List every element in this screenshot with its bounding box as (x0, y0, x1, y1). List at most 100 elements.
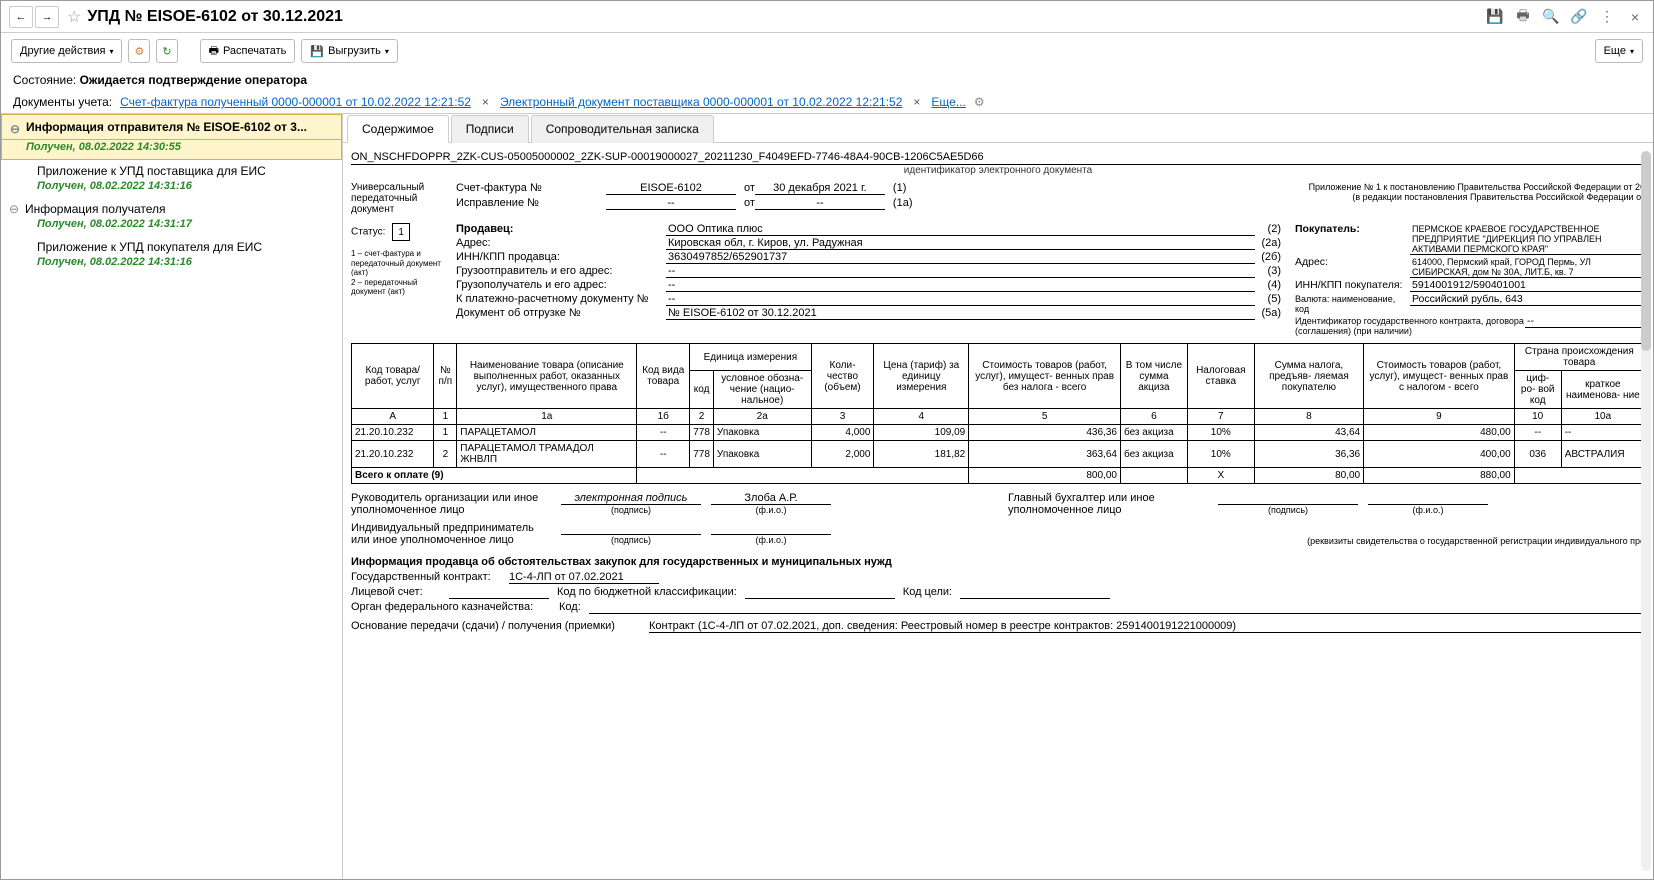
refresh-icon: ↻ (162, 45, 171, 58)
doc-link-2[interactable]: Электронный документ поставщика 0000-000… (500, 95, 902, 109)
sig-fio: Злоба А.Р. (711, 492, 831, 505)
gov-id-label: Идентификатор государственного контракта… (1295, 316, 1525, 336)
remove-link-2[interactable]: × (910, 95, 923, 109)
shipper: -- (666, 265, 1255, 278)
doc-more-link[interactable]: Еще... (931, 95, 965, 109)
cell-kind: -- (637, 425, 690, 441)
search-icon[interactable]: 🔍 (1541, 7, 1561, 27)
tree-group-2[interactable]: Информация получателя (1, 198, 342, 218)
n3: (3) (1255, 265, 1285, 277)
gov-basis: Контракт (1С-4-ЛП от 07.02.2021, доп. св… (649, 620, 1645, 633)
seller-inn: 3630497852/652901737 (666, 251, 1255, 264)
ip-sig-cap: (подпись) (561, 535, 701, 545)
gov-target-label: Код цели: (903, 586, 952, 598)
print-button[interactable]: 🖶 Распечатать (200, 39, 296, 63)
cell-total: 400,00 (1364, 441, 1515, 468)
corr-date-label: от (744, 197, 755, 209)
tree-group-2-status: Получен, 08.02.2022 14:31:17 (1, 218, 342, 236)
sig-text: электронная подпись (561, 492, 701, 505)
ip-fio-cap: (ф.и.о.) (711, 535, 831, 545)
col-label: 2а (713, 409, 811, 425)
export-button[interactable]: 💾 Выгрузить ▾ (301, 39, 397, 63)
tree-root[interactable]: Информация отправителя № EISOE-6102 от 3… (1, 114, 342, 140)
tab-cover-note[interactable]: Сопроводительная записка (531, 115, 714, 143)
link-icon[interactable]: 🔗 (1569, 7, 1589, 27)
seller-addr: Кировская обл, г. Киров, ул. Радужная (666, 237, 1255, 250)
document-area: ON_NSCHFDOPPR_2ZK-CUS-05005000002_2ZK-SU… (343, 143, 1653, 879)
th-code: Код товара/ работ, услуг (352, 344, 434, 409)
buyer-addr-label: Адрес: (1295, 256, 1410, 268)
n2: (2) (1255, 223, 1285, 235)
col-label: 6 (1120, 409, 1187, 425)
gear-icon[interactable]: ⚙ (974, 95, 985, 109)
th-country: Страна происхождения товара (1514, 344, 1644, 371)
cell-ccode: 036 (1514, 441, 1561, 468)
ip-label: Индивидуальный предприниматель или иное … (351, 522, 551, 546)
cell-kind: -- (637, 441, 690, 468)
payment-label: К платежно-расчетному документу № (456, 293, 666, 305)
gov-budget-label: Код по бюджетной классификации: (557, 586, 737, 598)
buyer-label: Покупатель: (1295, 223, 1410, 235)
buyer-inn-label: ИНН/КПП покупателя: (1295, 279, 1410, 291)
th-kind: Код вида товара (637, 344, 690, 409)
col-label: 3 (811, 409, 874, 425)
nav-back[interactable]: ← (9, 6, 33, 28)
acc-sig-cap: (подпись) (1218, 505, 1358, 515)
currency-label: Валюта: наименование, код (1295, 294, 1410, 314)
tree-icon-button[interactable]: ⚙ (128, 39, 150, 63)
gov-id: -- (1525, 315, 1645, 328)
total-sum: 880,00 (1364, 468, 1515, 484)
scrollbar[interactable] (1641, 151, 1651, 871)
correction-num: -- (606, 197, 736, 210)
sidebar-tree: Информация отправителя № EISOE-6102 от 3… (1, 114, 343, 879)
invoice-num-label: Счет-фактура № (456, 182, 606, 194)
th-total: Стоимость товаров (работ, услуг), имущес… (1364, 344, 1515, 409)
favorite-star-icon[interactable]: ☆ (67, 7, 81, 27)
cell-price: 109,09 (874, 425, 969, 441)
print-icon[interactable]: 🖶 (1513, 7, 1533, 27)
tab-signatures[interactable]: Подписи (451, 115, 529, 143)
scroll-thumb[interactable] (1641, 151, 1651, 351)
tree-item-1[interactable]: Приложение к УПД поставщика для ЕИС (1, 160, 342, 180)
cell-code: 21.20.10.232 (352, 425, 434, 441)
cell-price: 181,82 (874, 441, 969, 468)
th-unit: Единица измерения (690, 344, 811, 371)
total-x: X (1187, 468, 1254, 484)
menu-icon[interactable]: ⋮ (1597, 7, 1617, 27)
col-label: 7 (1187, 409, 1254, 425)
tab-content[interactable]: Содержимое (347, 115, 449, 143)
cell-uname: Упаковка (713, 425, 811, 441)
tree-item-3[interactable]: Приложение к УПД покупателя для ЕИС (1, 236, 342, 256)
doc-link-1[interactable]: Счет-фактура полученный 0000-000001 от 1… (120, 95, 471, 109)
col-label: 10а (1561, 409, 1644, 425)
cell-name: ПАРАЦЕТАМОЛ (457, 425, 637, 441)
table-row: 21.20.10.2322ПАРАЦЕТАМОЛ ТРАМАДОЛ ЖНВЛП-… (352, 441, 1645, 468)
tree-item-1-status: Получен, 08.02.2022 14:31:16 (1, 180, 342, 198)
cell-excise: без акциза (1120, 441, 1187, 468)
th-rate: Налоговая ставка (1187, 344, 1254, 409)
doc-identifier-label: идентификатор электронного документа (351, 165, 1645, 176)
currency: Российский рубль, 643 (1410, 293, 1645, 306)
invoice-num: EISOE-6102 (606, 182, 736, 195)
close-icon[interactable]: × (1625, 7, 1645, 27)
cell-tax: 36,36 (1254, 441, 1363, 468)
refresh-button[interactable]: ↻ (156, 39, 177, 63)
th-cname: краткое наименова- ние (1561, 371, 1644, 409)
date-label: от (744, 182, 755, 194)
remove-link-1[interactable]: × (479, 95, 492, 109)
save-icon[interactable]: 💾 (1485, 7, 1505, 27)
col-label: 1 (434, 409, 457, 425)
cell-ucode: 778 (690, 441, 714, 468)
more-button[interactable]: Еще ▾ (1595, 39, 1643, 63)
table-row: 21.20.10.2321ПАРАЦЕТАМОЛ--778Упаковка4,0… (352, 425, 1645, 441)
acc-fio-cap: (ф.и.о.) (1368, 505, 1488, 515)
cell-qty: 2,000 (811, 441, 874, 468)
th-qty: Коли- чество (объем) (811, 344, 874, 409)
tree-root-status: Получен, 08.02.2022 14:30:55 (1, 139, 342, 160)
nav-forward[interactable]: → (35, 6, 59, 28)
other-actions-button[interactable]: Другие действия ▾ (11, 39, 122, 63)
cell-qty: 4,000 (811, 425, 874, 441)
cell-n: 1 (434, 425, 457, 441)
col-label: 9 (1364, 409, 1515, 425)
cell-ucode: 778 (690, 425, 714, 441)
